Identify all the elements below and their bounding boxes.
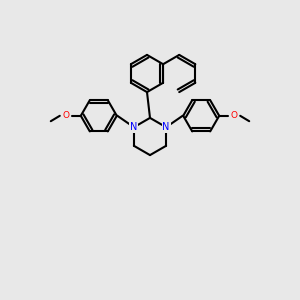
Text: N: N [162,122,170,132]
Text: O: O [62,111,69,120]
Text: O: O [231,111,238,120]
Text: N: N [130,122,138,132]
